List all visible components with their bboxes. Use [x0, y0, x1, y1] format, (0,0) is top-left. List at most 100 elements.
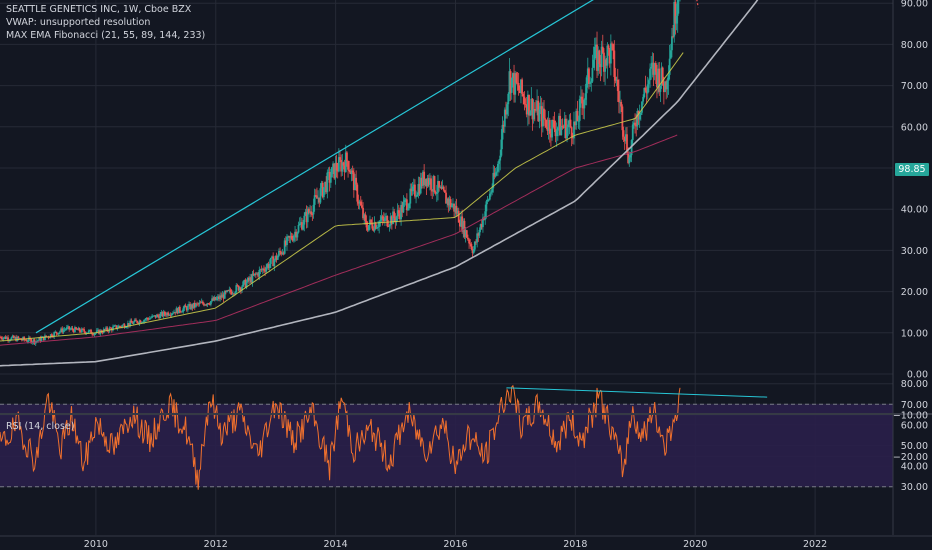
candle-body	[434, 191, 437, 194]
candle-body	[492, 172, 495, 189]
candle-body	[83, 329, 86, 332]
candle-body	[628, 157, 631, 164]
candle-body	[206, 303, 209, 305]
candle-body	[67, 326, 69, 328]
candle-body	[205, 304, 208, 306]
candle-body	[375, 227, 378, 229]
candle-body	[249, 277, 252, 281]
rsi-axis[interactable]: 30.00 40.00 50.00 60.00 70.00 80.00	[901, 379, 928, 493]
candle-body	[105, 327, 107, 330]
price-tick-label: 0.00	[907, 370, 928, 381]
price-axis[interactable]: −20.00 −10.00 0.00 10.00 20.00 30.00 40.00 50.0…	[892, 0, 928, 535]
candle-body	[584, 93, 587, 100]
candle-body	[310, 211, 313, 215]
candle-body	[397, 210, 400, 214]
candle-body	[415, 196, 417, 198]
candle-body	[493, 172, 496, 177]
candle-body	[616, 79, 619, 92]
candle-body	[416, 194, 419, 197]
candle-body	[541, 108, 544, 127]
candle-body	[88, 329, 91, 331]
candle-body	[674, 1, 677, 24]
candle-body	[63, 329, 66, 331]
candle-body	[64, 329, 67, 331]
candle-body	[327, 171, 330, 173]
rsi-line	[0, 384, 681, 490]
candle-body	[661, 67, 664, 84]
candle-body	[77, 327, 80, 331]
price-tick-label: 30.00	[901, 246, 928, 257]
candle-body	[354, 177, 356, 191]
candle-body	[220, 295, 223, 298]
rsi-tick-label: 50.00	[901, 441, 928, 452]
candle-body	[326, 172, 329, 193]
candle-body	[651, 62, 654, 67]
candle-body	[129, 320, 132, 326]
candle-body	[507, 93, 510, 105]
chart-title: SEATTLE GENETICS INC, 1W, Cboe BZX	[6, 4, 192, 15]
candle-body	[161, 312, 164, 317]
candle-body	[526, 94, 529, 115]
candle-body	[176, 308, 179, 314]
candle-body	[629, 155, 632, 158]
candle-body	[550, 133, 552, 138]
candle-body	[173, 311, 175, 314]
candle-body	[207, 303, 210, 305]
candle-body	[137, 322, 140, 324]
time-tick-label: 2010	[84, 539, 108, 550]
candle-body	[160, 312, 163, 314]
time-axis[interactable]: 2010 2012 2014 2016 2018 2020 2022	[0, 535, 932, 550]
candle-body	[621, 106, 624, 131]
candle-body	[93, 333, 96, 336]
candle-body	[499, 155, 502, 161]
candle-body	[359, 201, 362, 206]
candle-body	[254, 273, 257, 275]
rsi-tick-label: 40.00	[901, 462, 928, 473]
candle-body	[169, 315, 172, 316]
candle-body	[593, 47, 596, 60]
candle-body	[114, 325, 117, 327]
candle-body	[342, 162, 345, 166]
candle-body	[132, 321, 135, 324]
candle-body	[545, 119, 548, 128]
candle-body	[558, 115, 560, 128]
candle-body	[341, 162, 344, 172]
candle-body	[335, 162, 338, 171]
candle-body	[668, 58, 671, 75]
candle-body	[290, 235, 293, 239]
candle-body	[158, 315, 160, 319]
candle-body	[195, 303, 197, 307]
candle-body	[634, 122, 636, 126]
candle-body	[571, 136, 574, 139]
candle-body	[234, 292, 237, 294]
candle-body	[583, 99, 586, 109]
candle-body	[357, 201, 360, 204]
candle-body	[294, 231, 296, 236]
candle-body	[386, 216, 389, 227]
candle-body	[378, 221, 381, 227]
candle-body	[418, 184, 421, 194]
candle-body	[54, 331, 57, 333]
candle-body	[210, 301, 212, 305]
candle-body	[30, 339, 33, 344]
candle-body	[635, 125, 638, 127]
candle-body	[597, 50, 600, 71]
candle-body	[212, 298, 215, 301]
candle-body	[536, 100, 538, 111]
candle-body	[295, 231, 298, 238]
candle-body	[544, 118, 547, 120]
candle-body	[242, 281, 245, 287]
candle-body	[538, 109, 541, 122]
candle-body	[218, 296, 220, 300]
candle-body	[62, 329, 65, 333]
candle-body	[296, 232, 299, 238]
candle-body	[377, 226, 379, 228]
candle-body	[454, 205, 457, 212]
candle-body	[304, 211, 307, 216]
candle-body	[484, 211, 487, 220]
candle-body	[435, 192, 438, 194]
candle-body	[203, 303, 205, 306]
candle-body	[388, 225, 391, 227]
candle-body	[395, 216, 398, 223]
